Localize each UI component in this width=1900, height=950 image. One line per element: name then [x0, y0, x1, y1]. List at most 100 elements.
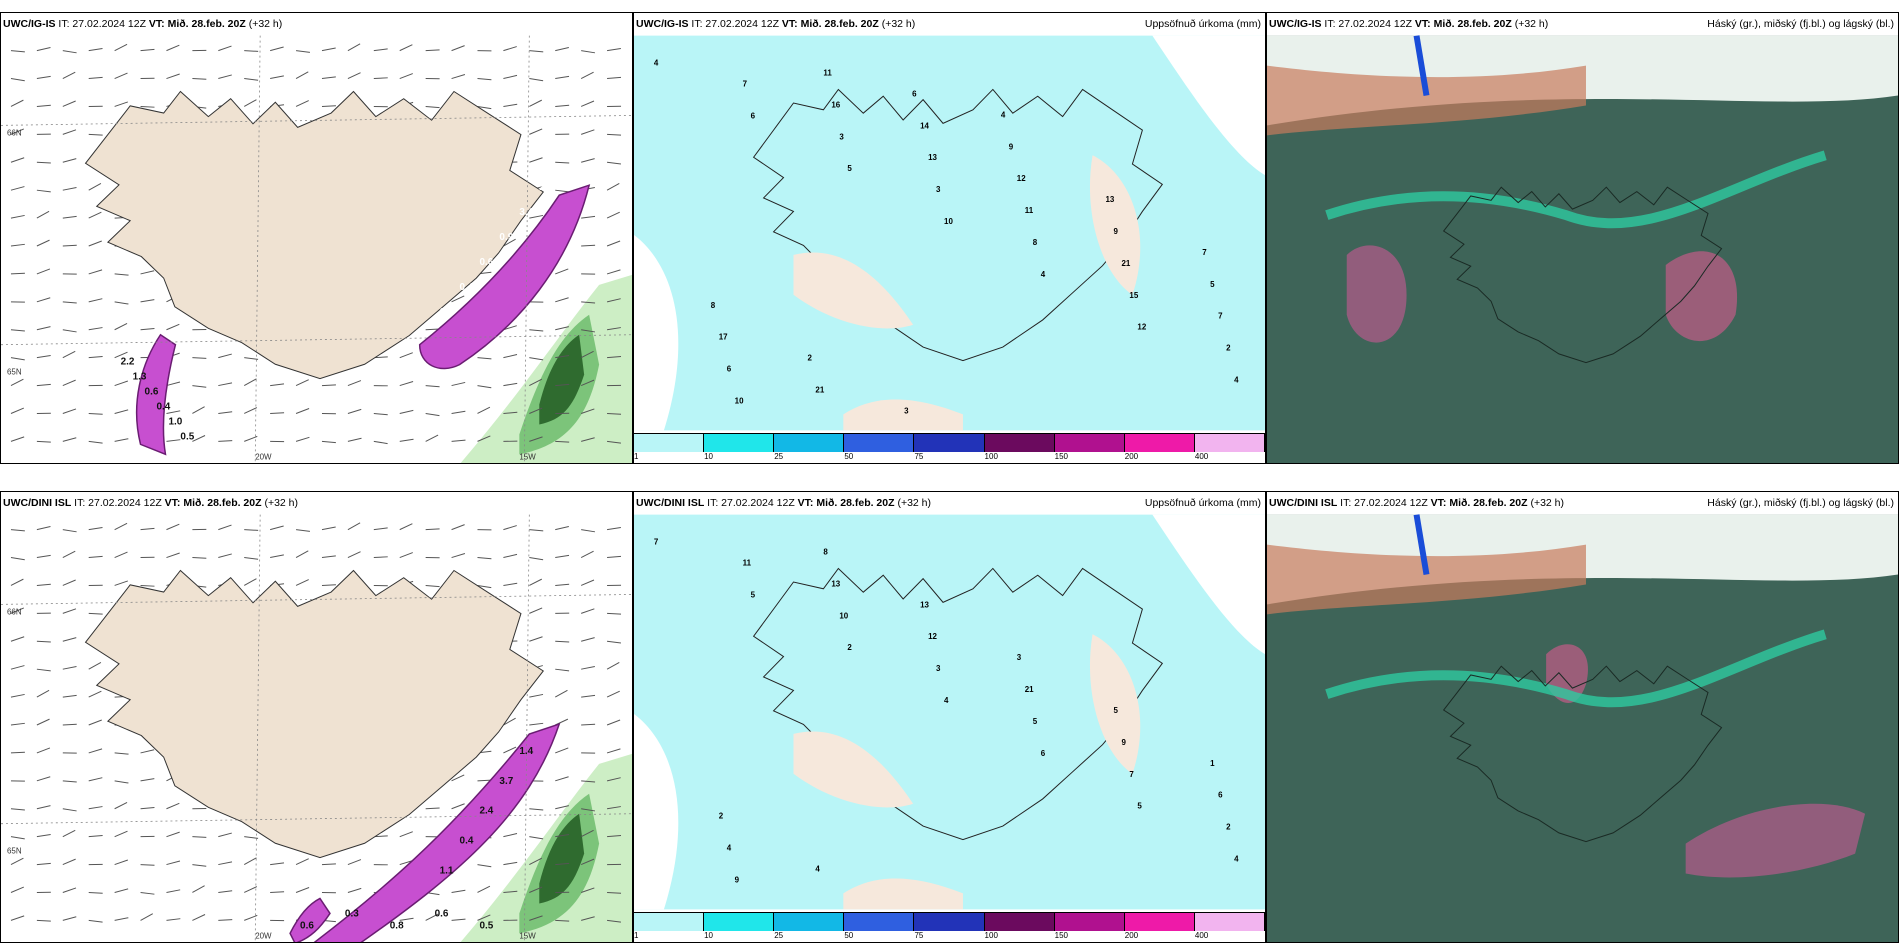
wind-barb — [244, 407, 258, 414]
precip-amount-label: 3 — [904, 406, 909, 415]
colorbar-tick-label: 50 — [844, 931, 854, 940]
wind-barb — [580, 550, 594, 558]
wind-barb — [166, 323, 180, 331]
wind-barb — [270, 525, 284, 531]
precip-amount-label: 14 — [920, 121, 929, 130]
lat-66-label: 66N — [7, 128, 22, 137]
wind-barb — [140, 527, 155, 531]
wind-barb — [581, 437, 595, 442]
precip-amount-label: 6 — [1218, 791, 1223, 800]
wind-barb — [10, 357, 25, 361]
wind-barb — [347, 437, 362, 442]
precip-amount-label: 16 — [831, 100, 840, 109]
wind-barb — [270, 891, 285, 893]
wind-barb — [529, 915, 543, 921]
wind-barb — [607, 640, 621, 644]
precip-amount-label: 4 — [654, 59, 659, 68]
wind-barb — [529, 99, 542, 107]
wind-barb — [36, 554, 51, 559]
colorbar-swatch — [1124, 434, 1195, 452]
wind-barb — [244, 435, 258, 442]
wind-barb — [295, 71, 309, 79]
wind-barb — [555, 161, 570, 164]
cloud-panel-title: UWC/IG-IS IT: 27.02.2024 12Z VT: Mið. 28… — [1267, 13, 1898, 35]
precip-amount-label: 21 — [815, 385, 824, 394]
cloud-legend-title: Háský (gr.), miðský (fj.bl.) og lágský (… — [1707, 18, 1894, 30]
colorbar-swatch — [914, 913, 985, 931]
precip-amount-label: 1 — [1210, 759, 1215, 768]
wind-barb — [62, 129, 77, 135]
wind-barb — [218, 440, 233, 442]
wind-barb — [451, 73, 466, 80]
wind-barb — [114, 522, 128, 531]
wind-barb — [10, 128, 25, 135]
precip-amount-label: 2 — [847, 643, 852, 652]
wind-barb — [477, 557, 492, 560]
wind-barb — [36, 776, 51, 782]
wind-barb — [607, 76, 622, 80]
wind-barb — [529, 578, 542, 586]
wind-barb — [581, 301, 596, 304]
wind-barb — [140, 749, 155, 754]
wind-barb — [529, 78, 544, 82]
wind-barb — [373, 412, 388, 416]
wind-barb — [166, 439, 181, 442]
wind-barb — [580, 350, 594, 359]
wind-barb — [529, 214, 544, 219]
precip-value-label: 0.4 — [460, 282, 474, 293]
wind-barb — [529, 557, 544, 561]
precip-value-label: 2.2 — [121, 357, 135, 368]
wind-barb — [192, 78, 207, 80]
precip-amount-label: 5 — [751, 590, 756, 599]
wind-barb — [62, 780, 77, 783]
wind-barb — [244, 78, 259, 81]
wind-barb — [347, 859, 362, 866]
wind-barb — [166, 523, 180, 531]
wind-barb — [244, 557, 259, 560]
wind-barb — [10, 557, 25, 561]
wind-barb — [10, 78, 25, 82]
wind-barb — [581, 808, 596, 812]
wind-barb — [270, 862, 285, 866]
wind-barb — [555, 268, 569, 275]
wind-barb — [10, 836, 25, 840]
wind-barb — [10, 636, 25, 642]
wind-barb — [529, 607, 543, 614]
wind-barb — [373, 835, 388, 838]
colorbar-swatch — [844, 434, 915, 452]
wind-barb — [529, 722, 544, 726]
precip-amount-label: 2 — [807, 354, 812, 363]
wind-barb — [114, 888, 129, 893]
precip-amount-label: 17 — [719, 333, 728, 342]
dry-area — [634, 234, 679, 431]
wind-barb — [10, 529, 25, 532]
colorbar-tick-label: 1 — [634, 452, 639, 461]
wind-barb — [140, 48, 155, 52]
wind-panel-bottom: UWC/DINI ISL IT: 27.02.2024 12Z VT: Mið.… — [0, 491, 633, 943]
wind-barb — [581, 329, 596, 333]
wind-barb — [347, 887, 362, 893]
low-cloud-band — [1325, 629, 1827, 708]
colorbar-swatch — [634, 913, 705, 931]
wind-barb — [607, 440, 621, 444]
wind-barb — [503, 354, 518, 359]
wind-barb — [10, 407, 25, 414]
precip-amount-label: 2 — [1226, 344, 1231, 353]
precip-value-label: 0.6 — [145, 387, 159, 398]
wind-barb — [88, 719, 102, 726]
colorbar-swatch — [844, 913, 915, 931]
precip-value-label: 2.8 — [539, 182, 553, 193]
wind-barb — [503, 890, 518, 893]
precip-amount-label: 9 — [1121, 738, 1126, 747]
precip-amount-label: 4 — [727, 844, 732, 853]
precip-amount-label: 4 — [1041, 270, 1046, 279]
precip-amount-label: 3 — [839, 132, 844, 141]
wind-barb — [10, 157, 25, 163]
wind-barb — [114, 43, 128, 52]
wind-barb — [451, 918, 466, 921]
wind-barb — [477, 78, 492, 81]
precip-panel-title: UWC/IG-IS IT: 27.02.2024 12Z VT: Mið. 28… — [634, 13, 1265, 35]
wind-barb — [451, 803, 465, 810]
wind-barb — [270, 554, 284, 559]
wind-barb — [580, 608, 595, 614]
